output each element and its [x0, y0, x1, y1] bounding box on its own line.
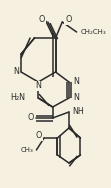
Text: N: N: [73, 93, 79, 102]
Text: CH₂CH₃: CH₂CH₃: [80, 29, 106, 35]
Text: CH₃: CH₃: [21, 147, 34, 153]
Text: O: O: [39, 15, 45, 24]
Text: H₂N: H₂N: [10, 93, 25, 102]
Text: N: N: [35, 82, 41, 90]
Text: N: N: [13, 67, 19, 77]
Text: O: O: [36, 131, 42, 140]
Text: O: O: [27, 114, 34, 123]
Text: NH: NH: [72, 108, 84, 117]
Text: O: O: [65, 15, 71, 24]
Text: N: N: [73, 77, 79, 86]
